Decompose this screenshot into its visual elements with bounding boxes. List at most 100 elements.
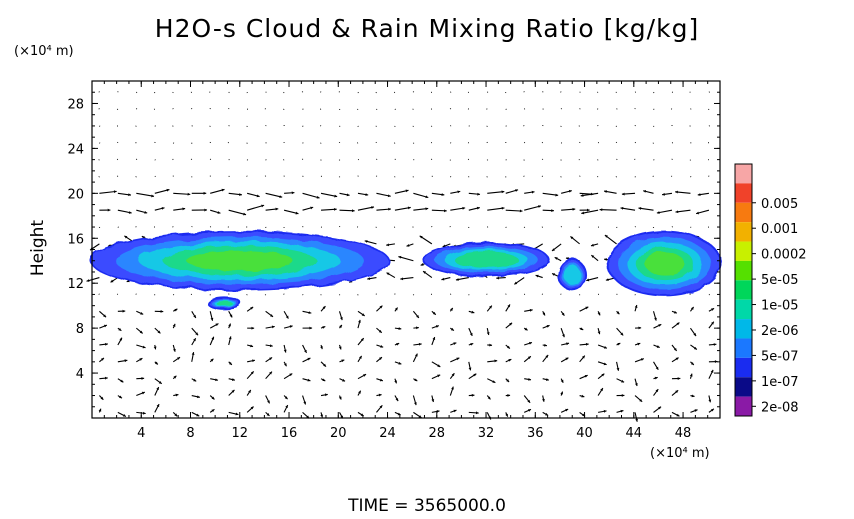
cloud-contour (454, 251, 519, 268)
x-tick-label: 48 (675, 426, 692, 441)
wind-vector (524, 205, 542, 211)
wind-vector-head (643, 190, 647, 193)
wind-vector (581, 209, 599, 214)
wind-vector (135, 176, 137, 178)
x-tick-label: 44 (626, 426, 643, 441)
wind-vector-head (103, 314, 107, 318)
wind-vector (376, 108, 378, 111)
wind-vector-head (310, 206, 314, 210)
wind-vector-head (561, 312, 565, 316)
colorbar-label: 2e-06 (761, 324, 799, 339)
wind-vector-head (416, 326, 419, 330)
wind-vector-head (405, 189, 409, 193)
wind-vector-head (270, 314, 274, 317)
wind-vector-head (471, 310, 475, 314)
wind-vector-head (414, 378, 418, 382)
wind-vector-head (581, 355, 585, 359)
wind-vector-head (122, 309, 126, 313)
colorbar-label: 5e-07 (761, 349, 799, 364)
wind-vector-head (441, 193, 445, 197)
wind-vector-head (231, 389, 235, 393)
wind-vector-head (359, 355, 362, 359)
wind-vector-head (396, 342, 400, 346)
wind-vector-head (487, 396, 491, 400)
wind-vector (265, 124, 267, 127)
wind-vector-head (501, 190, 505, 194)
wind-vector-head (431, 399, 435, 402)
wind-vector (487, 191, 505, 194)
colorbar-label: 5e-05 (761, 273, 799, 288)
wind-vector-head (320, 414, 324, 418)
wind-vector-head (585, 342, 589, 346)
wind-vector-head (235, 412, 239, 416)
wind-vector-head (271, 325, 275, 329)
wind-vector-head (456, 357, 460, 361)
wind-vector (246, 204, 265, 211)
wind-vector (541, 141, 544, 144)
wind-vector-head (450, 327, 454, 331)
wind-vector-head (100, 396, 104, 400)
x-tick-label: 40 (576, 426, 593, 441)
wind-vector-head (586, 278, 590, 282)
wind-vector-head (107, 208, 111, 212)
x-tick-label: 36 (527, 426, 544, 441)
wind-vector-head (269, 344, 273, 348)
wind-vector-head (423, 271, 427, 274)
wind-vector-head (508, 359, 512, 362)
wind-vector-head (174, 413, 178, 417)
wind-vector-field (86, 91, 718, 422)
wind-vector-head (496, 276, 499, 280)
wind-vector-head (118, 327, 122, 331)
wind-vector-head (551, 248, 555, 251)
wind-vector-head (570, 236, 574, 240)
wind-vector-head (261, 204, 265, 208)
wind-vector-head (696, 211, 700, 215)
wind-vector-head (546, 325, 550, 328)
wind-vector-head (86, 279, 90, 282)
wind-vector-head (693, 333, 697, 337)
wind-vector-head (378, 329, 382, 333)
wind-vector-head (388, 207, 391, 211)
y-tick-label: 4 (76, 367, 84, 382)
wind-vector-head (635, 418, 639, 422)
wind-vector (615, 176, 617, 178)
wind-vector-head (193, 314, 196, 318)
wind-vector-head (105, 342, 108, 346)
colorbar-swatch (735, 280, 752, 300)
wind-vector-head (379, 405, 383, 409)
wind-vector-head (161, 206, 165, 210)
wind-vector-head (387, 194, 391, 198)
wind-vector-head (144, 210, 148, 214)
wind-vector-head (441, 277, 445, 281)
wind-vector-head (196, 413, 200, 417)
wind-vector-head (531, 190, 535, 194)
wind-vector-head (515, 189, 519, 192)
wind-vector-head (295, 211, 299, 215)
cloud-contour (644, 252, 685, 275)
wind-vector-head (599, 208, 603, 212)
colorbar: 0.005 0.001 0.0002 5e-05 1e-05 2e-06 5e-07 1e-0… (734, 163, 807, 417)
wind-vector-head (477, 192, 481, 196)
wind-vector-head (507, 394, 511, 397)
wind-vector-head (339, 324, 342, 328)
wind-vector-head (468, 367, 472, 371)
wind-vector-head (195, 332, 199, 336)
wind-vector-head (309, 326, 313, 330)
wind-vector-head (173, 375, 177, 379)
wind-vector-head (501, 206, 505, 210)
wind-vector-head (603, 345, 607, 349)
wind-vector (302, 192, 320, 199)
wind-vector-head (157, 330, 161, 334)
wind-vector-head (565, 357, 569, 361)
wind-vector-head (689, 373, 693, 377)
wind-vector-head (340, 317, 343, 321)
wind-vector-head (545, 354, 549, 358)
wind-vector-head (363, 374, 367, 377)
wind-vector (487, 207, 505, 211)
wind-vector-head (620, 409, 624, 413)
wind-vector-head (173, 348, 176, 352)
wind-vector-head (204, 208, 208, 212)
wind-vector-head (690, 362, 694, 365)
wind-vector (523, 226, 526, 229)
wind-vector-head (124, 359, 128, 363)
